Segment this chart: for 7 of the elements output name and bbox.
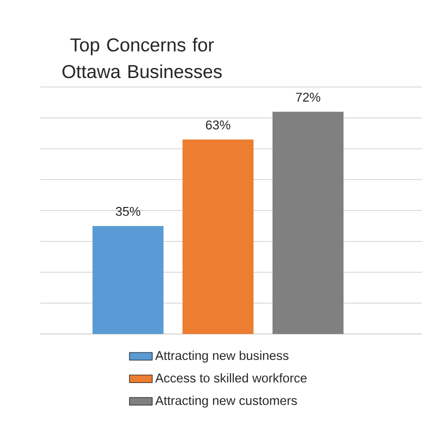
legend-label: Access to skilled workforce (155, 373, 307, 383)
legend-label: Attracting new business (155, 350, 288, 363)
chart-title: Top Concerns for Ottawa Businesses (62, 38, 222, 78)
legend-label: Attracting new customers (155, 396, 297, 408)
data-label: 35% (116, 206, 140, 216)
data-label: 63% (206, 120, 230, 130)
data-label: 72% (296, 92, 320, 102)
